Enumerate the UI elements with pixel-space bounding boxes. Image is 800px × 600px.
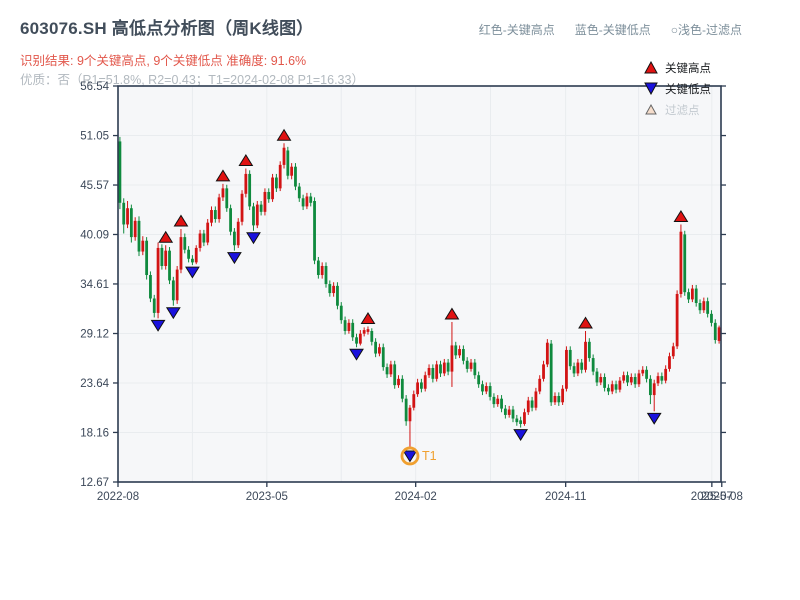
key-low-marker (165, 307, 181, 320)
y-tick-label: 45.57 (80, 180, 109, 192)
t1-annotation: T1 (400, 446, 437, 466)
y-tick-label: 40.09 (80, 229, 109, 241)
y-tick-label: 12.67 (80, 477, 109, 489)
y-tick-label: 18.16 (80, 427, 109, 439)
key-high-marker (444, 307, 460, 320)
y-tick-label: 56.54 (80, 81, 109, 93)
legend-label: 过滤点 (665, 104, 700, 117)
key-high-triangle-icon (644, 61, 658, 74)
key-high-marker (360, 312, 376, 324)
key-low-marker (402, 450, 418, 463)
key-high-marker (173, 214, 189, 227)
x-tick-label: 2023-05 (246, 491, 288, 503)
x-axis-labels: 2022-08 2023-05 2024-02 2024-11 2025-072025-… (97, 491, 743, 503)
key-low-marker (150, 319, 166, 332)
axis-ticks (113, 85, 726, 487)
x-tick-label: 2022-08 (97, 491, 139, 503)
legend-label: 关键高点 (665, 62, 711, 75)
filtered-triangle-icon (645, 103, 657, 115)
y-tick-label: 29.12 (80, 329, 109, 341)
x-tick-label: 2024-11 (545, 491, 586, 503)
key-low-marker (227, 252, 242, 265)
key-low-markers (150, 232, 662, 463)
legend-item-key-low: 关键低点 (644, 78, 711, 99)
legend-label: 关键低点 (665, 83, 711, 96)
key-high-markers (158, 128, 689, 329)
legend-item-key-high: 关键高点 (644, 57, 711, 78)
key-low-marker (349, 348, 364, 361)
x-tick-label: 2025-07 (691, 491, 733, 503)
key-high-marker (215, 169, 231, 182)
note-filtered: ○浅色-过滤点 (670, 23, 742, 37)
key-low-marker (513, 429, 529, 442)
key-low-marker (646, 412, 662, 425)
key-high-marker (276, 128, 292, 141)
key-low-marker (185, 266, 200, 279)
candles (118, 136, 721, 449)
note-key-low: 蓝色-关键低点 (574, 23, 651, 37)
t1-label: T1 (422, 449, 437, 463)
y-axis-labels: 56.54 51.05 45.57 40.09 34.61 29.12 23.64 18.16… (80, 81, 109, 489)
key-high-marker (578, 316, 593, 329)
recognition-result-text: 识别结果: 9个关键高点, 9个关键低点 准确度: 91.6% (20, 54, 307, 68)
key-high-marker (158, 230, 174, 243)
y-tick-label: 34.61 (80, 279, 109, 291)
note-key-high: 红色-关键高点 (478, 23, 555, 37)
quality-metrics-text: 优质：否（R1=51.8%, R2=0.43；T1=2024-02-08 P1=… (20, 73, 364, 87)
x-tick-label: 2025-08 (701, 491, 743, 503)
y-tick-label: 51.05 (80, 131, 109, 143)
y-tick-label: 23.64 (80, 378, 109, 390)
key-high-marker (673, 210, 689, 222)
key-low-marker (246, 232, 261, 245)
key-low-triangle-icon (644, 82, 658, 95)
key-high-marker (238, 154, 254, 167)
x-tick-label: 2024-02 (395, 491, 437, 503)
page-title: 603076.SH 高低点分析图（周K线图） (20, 19, 314, 38)
legend-item-filtered: 过滤点 (644, 99, 711, 120)
t1-circle-icon (400, 446, 420, 466)
chart-legend: 关键高点 关键低点 过滤点 (644, 57, 711, 120)
header-legend-note: 红色-关键高点 蓝色-关键低点 ○浅色-过滤点 (479, 21, 742, 38)
